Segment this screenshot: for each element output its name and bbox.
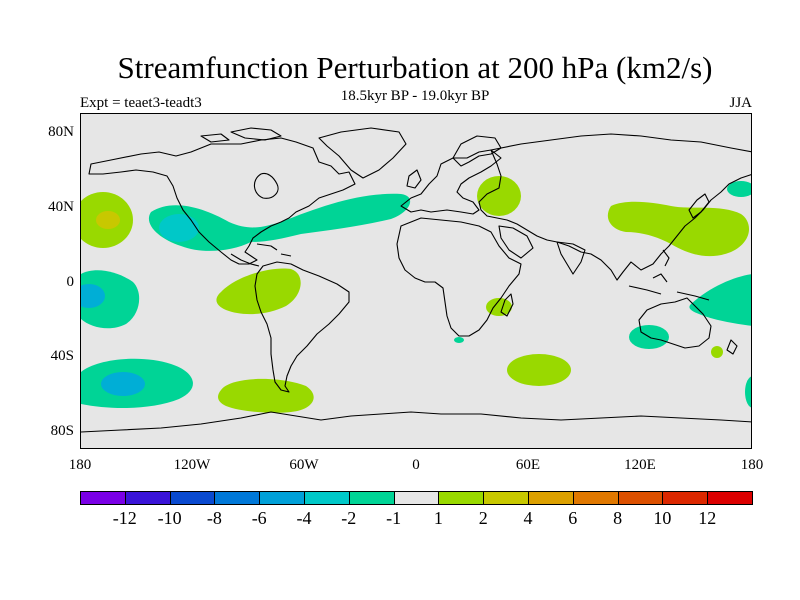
greenland-coast (318, 127, 407, 179)
colorbar-swatch (348, 491, 395, 505)
colorbar-label: -1 (386, 508, 402, 528)
colorbar-swatch (169, 491, 216, 505)
colorbar-label: 1 (433, 508, 443, 528)
philippines-coast (662, 249, 670, 267)
indonesia-coast (628, 273, 710, 301)
madagascar-positive (486, 298, 512, 316)
nw-pacific-negative (727, 181, 751, 197)
scandinavia-coast (452, 135, 502, 167)
colorbar-swatch (528, 491, 574, 505)
hudson-bay (253, 172, 279, 199)
colorbar-swatch (438, 491, 485, 505)
map-canvas (81, 127, 751, 433)
south-america-coast (254, 261, 350, 393)
colorbar-swatch (707, 491, 753, 505)
colorbar-label: 2 (478, 508, 488, 528)
africa-coast (396, 217, 522, 337)
n-pacific-positive-core (96, 211, 120, 229)
lon-label: 60E (516, 457, 540, 473)
coastlines (81, 127, 751, 433)
colorbar-swatch (483, 491, 529, 505)
asia-coast (478, 133, 751, 281)
colorbar-swatch (662, 491, 709, 505)
trop-pacific-west-negative-core (81, 284, 105, 308)
trop-pacific-west-negative (81, 270, 140, 329)
colorbar-label: 12 (698, 508, 717, 528)
lat-label: 40N (48, 199, 74, 215)
colorbar-label: 6 (568, 508, 578, 528)
colorbar (80, 491, 753, 506)
time-range-subtitle: 18.5kyr BP - 19.0kyr BP (340, 88, 490, 104)
ne-pacific-negative-core (159, 214, 199, 242)
colorbar-label: 8 (613, 508, 623, 528)
colorbar-swatch (80, 491, 126, 505)
new-zealand-coast (726, 339, 738, 355)
lat-label: 0 (67, 274, 75, 290)
map-panel (80, 113, 752, 449)
ne-pacific-america-atlantic-negative (148, 193, 411, 251)
s-pacific-negative-core (101, 372, 145, 396)
british-isles (406, 169, 422, 189)
arctic-islands (200, 127, 282, 143)
colorbar-label: -6 (251, 508, 267, 528)
lon-label: 60W (289, 457, 319, 473)
e-asia-positive (607, 201, 750, 257)
colorbar-swatch (304, 491, 350, 505)
japan-coast (688, 193, 710, 219)
experiment-label: Expt = teaet3-teadt3 (80, 95, 202, 111)
lon-label: 0 (412, 457, 420, 473)
colorbar-swatch (259, 491, 305, 505)
colorbar-swatch (617, 491, 664, 505)
map-title: Streamfunction Perturbation at 200 hPa (… (117, 50, 713, 85)
colorbar-swatch (124, 491, 171, 505)
lon-label: 120E (624, 457, 656, 473)
lon-label: 180 (69, 457, 92, 473)
colorbar-label: -2 (341, 508, 357, 528)
colorbar-label: -8 (206, 508, 222, 528)
antarctica-coast (81, 411, 751, 433)
lat-label: 40S (51, 348, 74, 364)
lat-label: 80S (51, 423, 74, 439)
madagascar-coast (500, 293, 514, 317)
colorbar-label: -4 (296, 508, 312, 528)
caspian-positive (477, 176, 521, 216)
colorbar-label: -10 (157, 508, 182, 528)
colorbar-swatch (572, 491, 619, 505)
s-atlantic-positive (218, 378, 314, 413)
caribbean-islands (256, 243, 292, 257)
s-indian-positive (507, 354, 571, 386)
w-pacific-negative (689, 274, 751, 326)
anomaly-shading (81, 176, 751, 413)
s-america-positive (216, 268, 301, 315)
arabia-coast (498, 225, 534, 259)
lon-label: 180 (741, 457, 764, 473)
colorbar-label: -12 (112, 508, 137, 528)
lat-label: 80N (48, 124, 74, 140)
north-america-coast (88, 137, 356, 265)
colorbar-label: 4 (523, 508, 533, 528)
colorbar-label: 10 (653, 508, 672, 528)
europe-coast (400, 149, 502, 215)
central-america-coast (230, 253, 260, 267)
colorbar-swatch (214, 491, 261, 505)
colorbar-swatch (393, 491, 440, 505)
australia-coast (638, 297, 712, 349)
season-label: JJA (729, 95, 752, 111)
india-coast (556, 241, 586, 275)
lon-label: 120W (174, 457, 212, 473)
